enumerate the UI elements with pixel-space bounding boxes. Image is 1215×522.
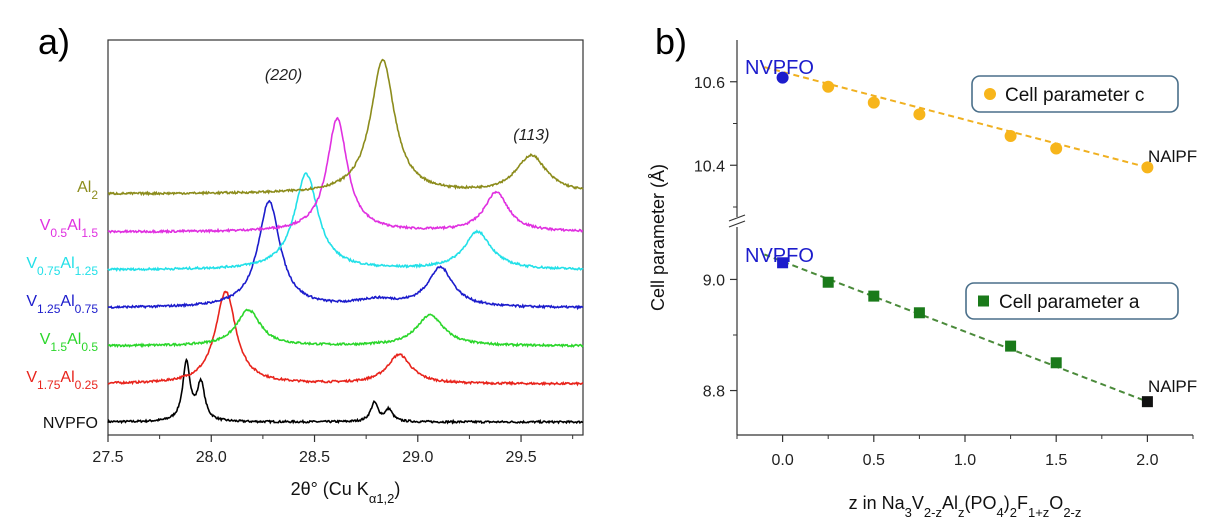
xrd-x-axis-title: 2θ° (Cu Kα1,2) [291, 479, 401, 506]
xrd-x-tick-label: 28.0 [196, 449, 227, 466]
x-tick-label: 1.0 [954, 452, 976, 469]
point-cell-parameter-c [776, 71, 789, 84]
fit-line-a [764, 253, 1148, 403]
xrd-series-line [107, 172, 584, 273]
legend-box [971, 75, 1179, 113]
cell-parameter-points [776, 71, 1154, 408]
point-cell-parameter-a [913, 307, 925, 319]
cell-parameter-panel: 0.0 0.5 1.0 1.5 2.0 10.4 10.6 8.8 9.0 Cell param… [648, 40, 1197, 520]
point-cell-parameter-c [1004, 130, 1017, 143]
point-cell-parameter-c [822, 80, 835, 93]
lower-y-tick-label: 8.8 [703, 384, 725, 401]
legend-cell-parameter-c: Cell parameter c [971, 75, 1179, 113]
upper-y-tick-label: 10.4 [694, 158, 725, 175]
point-cell-parameter-a [777, 257, 789, 269]
xrd-series-line [107, 199, 584, 311]
xrd-x-tick-label: 28.5 [299, 449, 330, 466]
xrd-peak-annotation-113: (113) [513, 127, 549, 144]
xrd-series-group [107, 58, 584, 425]
x-tick-label: 1.5 [1045, 452, 1067, 469]
xrd-x-tick-label: 29.0 [402, 449, 433, 466]
xrd-panel: 27.5 28.0 28.5 29.0 29.5 NVPFO V1.75Al0.25 V1.… [26, 39, 584, 506]
xrd-series-labels: NVPFO V1.75Al0.25 V1.5Al0.5 V1.25Al0.75 V0.7… [26, 179, 98, 432]
panel-a-label: a) [38, 21, 70, 62]
xrd-series-label: NVPFO [43, 415, 98, 432]
xrd-series-label: V1.5Al0.5 [40, 331, 99, 354]
xrd-series-line [107, 116, 584, 235]
axis-break-mark [728, 220, 746, 228]
legend-box [965, 282, 1179, 320]
cell-parameter-fit-lines [764, 66, 1148, 403]
xrd-series-label: V1.25Al0.75 [26, 293, 98, 316]
x-tick-label: 2.0 [1136, 452, 1158, 469]
axis-break-mark [728, 214, 746, 222]
point-cell-parameter-c [867, 96, 880, 109]
point-cell-parameter-c [913, 108, 926, 121]
xrd-x-axis-ticks: 27.5 28.0 28.5 29.0 29.5 [92, 435, 574, 466]
point-cell-parameter-a [868, 290, 880, 302]
lower-y-tick-label: 9.0 [703, 272, 725, 289]
legend-label: Cell parameter a [999, 292, 1140, 313]
xrd-series-line [108, 308, 584, 349]
point-cell-parameter-c [1050, 142, 1063, 155]
x-tick-label: 0.5 [863, 452, 885, 469]
x-tick-label: 0.0 [771, 452, 793, 469]
cell-parameter-y-axis-title: Cell parameter (Å) [648, 164, 668, 311]
upper-y-tick-label: 10.6 [694, 75, 725, 92]
upper-end-label: NAlPF [1148, 147, 1197, 166]
xrd-plot-frame [107, 39, 584, 436]
xrd-series-label: V1.75Al0.25 [26, 369, 98, 392]
xrd-series-label: V0.5Al1.5 [40, 217, 99, 240]
lower-end-label: NAlPF [1148, 377, 1197, 396]
lower-start-label: NVPFO [745, 245, 814, 267]
cell-parameter-x-axis-title: z in Na3V2-zAlz(PO4)2F1+zO2-z [849, 493, 1082, 520]
xrd-series-label: V0.75Al1.25 [26, 255, 98, 278]
point-cell-parameter-c [1141, 161, 1154, 174]
panel-b-label: b) [655, 21, 687, 62]
upper-start-label: NVPFO [745, 57, 814, 79]
legend-cell-parameter-a: Cell parameter a [965, 282, 1179, 320]
legend-marker-circle [984, 88, 996, 100]
cell-parameter-axes: 0.0 0.5 1.0 1.5 2.0 10.4 10.6 8.8 9.0 [694, 40, 1194, 469]
xrd-peak-annotation-220: (220) [265, 67, 302, 84]
point-cell-parameter-a [1005, 340, 1017, 352]
legend-label: Cell parameter c [1005, 85, 1144, 106]
point-cell-parameter-a [1050, 357, 1062, 369]
point-cell-parameter-a [822, 276, 834, 288]
xrd-series-line [107, 357, 584, 425]
xrd-series-line [107, 58, 584, 197]
point-cell-parameter-a [1141, 396, 1153, 408]
xrd-x-tick-label: 27.5 [92, 449, 123, 466]
xrd-series-label: Al2 [77, 179, 98, 202]
xrd-series-line [107, 290, 584, 387]
legend-marker-square [978, 295, 989, 307]
xrd-x-tick-label: 29.5 [505, 449, 536, 466]
